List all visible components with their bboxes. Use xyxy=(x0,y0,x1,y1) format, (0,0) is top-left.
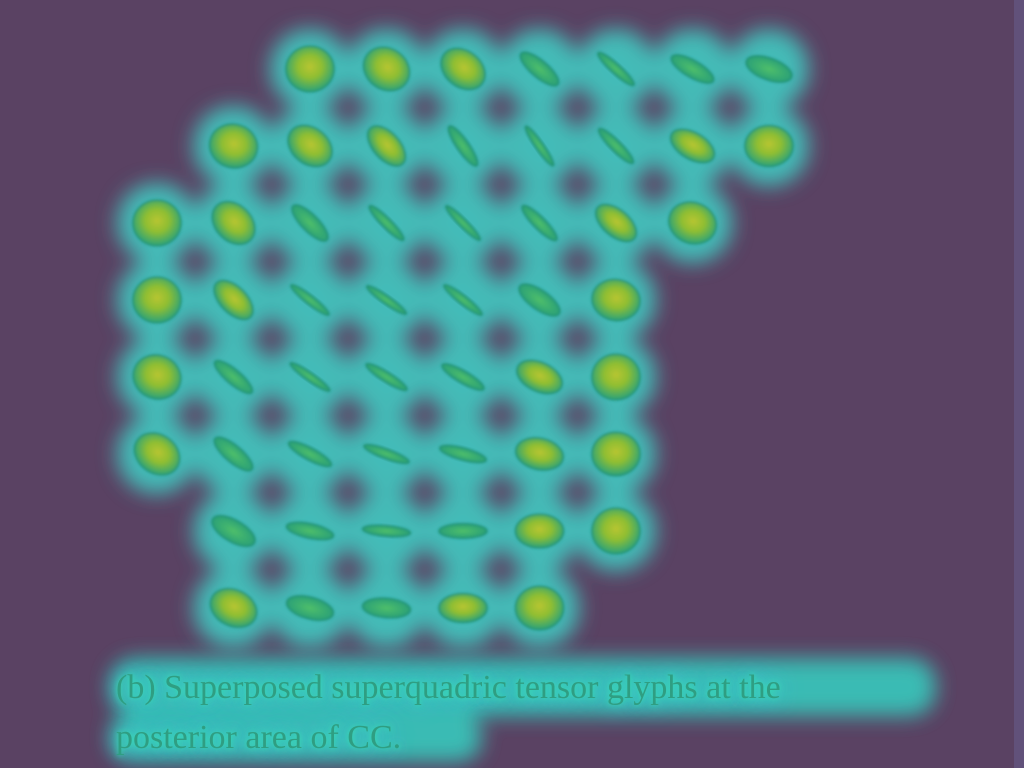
superquadric-glyph-rod xyxy=(443,284,483,316)
figure-caption: (b) Superposed superquadric tensor glyph… xyxy=(116,663,946,763)
superquadric-glyph-rod xyxy=(441,363,485,391)
superquadric-glyph-rod xyxy=(213,359,254,395)
superquadric-glyph-rod xyxy=(439,444,487,464)
superquadric-glyph-rod xyxy=(211,515,256,547)
superquadric-glyph-round xyxy=(514,513,565,549)
superquadric-glyph-round xyxy=(438,592,488,624)
glyph-layer xyxy=(132,45,794,631)
superquadric-glyph-rod xyxy=(438,523,488,539)
superquadric-glyph-round xyxy=(515,437,564,471)
superquadric-glyph-rod xyxy=(524,125,555,167)
superquadric-glyph-rod xyxy=(597,51,635,87)
right-edge-strip xyxy=(1014,0,1024,768)
superquadric-glyph-round xyxy=(668,201,717,245)
caption-halo xyxy=(110,658,936,762)
caption-line-2: posterior area of CC. xyxy=(116,719,402,756)
superquadric-glyph-round xyxy=(591,507,641,555)
superquadric-glyph-rod xyxy=(445,205,481,241)
superquadric-glyph-rod xyxy=(290,284,330,316)
superquadric-glyph-rod xyxy=(213,436,254,472)
superquadric-glyph-rod xyxy=(745,55,793,83)
superquadric-glyph-rod xyxy=(285,521,335,541)
superquadric-glyph-rod xyxy=(361,524,412,538)
superquadric-glyph-round xyxy=(285,45,335,93)
caption-line-1: (b) Superposed superquadric tensor glyph… xyxy=(116,669,781,706)
superquadric-glyph-round xyxy=(669,128,716,164)
superquadric-glyph-rod xyxy=(285,595,335,621)
superquadric-glyph-round xyxy=(516,359,563,395)
superquadric-glyph-rod xyxy=(597,127,635,165)
superquadric-glyph-rod xyxy=(291,204,329,242)
superquadric-glyph-rod xyxy=(447,125,479,167)
superquadric-glyph-round xyxy=(591,278,641,322)
glyph-halo-layer xyxy=(117,29,809,648)
superquadric-glyph-round xyxy=(133,432,181,476)
superquadric-glyph-rod xyxy=(519,51,560,87)
superquadric-glyph-rod xyxy=(361,597,412,619)
superquadric-glyph-round xyxy=(132,354,182,400)
superquadric-glyph-round xyxy=(514,585,565,631)
superquadric-glyph-round xyxy=(132,199,182,247)
superquadric-glyph-round xyxy=(366,125,407,167)
superquadric-glyph-round xyxy=(591,353,641,401)
superquadric-glyph-round xyxy=(744,124,794,168)
superquadric-glyph-rod xyxy=(363,443,410,465)
superquadric-glyph-rod xyxy=(518,283,561,317)
superquadric-glyph-round xyxy=(287,124,333,168)
superquadric-glyph-round xyxy=(132,276,182,324)
superquadric-glyph-round xyxy=(362,46,411,92)
superquadric-glyph-round xyxy=(209,588,258,628)
superquadric-glyph-round xyxy=(213,279,254,321)
superquadric-glyph-rod xyxy=(365,285,408,315)
superquadric-glyph-round xyxy=(208,123,259,169)
superquadric-glyph-rod xyxy=(289,362,331,392)
superquadric-glyph-rod xyxy=(365,362,408,392)
superquadric-glyph-round xyxy=(595,203,637,243)
superquadric-glyph-rod xyxy=(521,204,558,242)
superquadric-glyph-rod xyxy=(287,440,333,468)
superquadric-glyph-round xyxy=(440,47,486,91)
superquadric-glyph-rod xyxy=(670,54,715,84)
superquadric-glyph-round xyxy=(591,431,641,477)
superquadric-glyph-rod xyxy=(368,204,405,242)
